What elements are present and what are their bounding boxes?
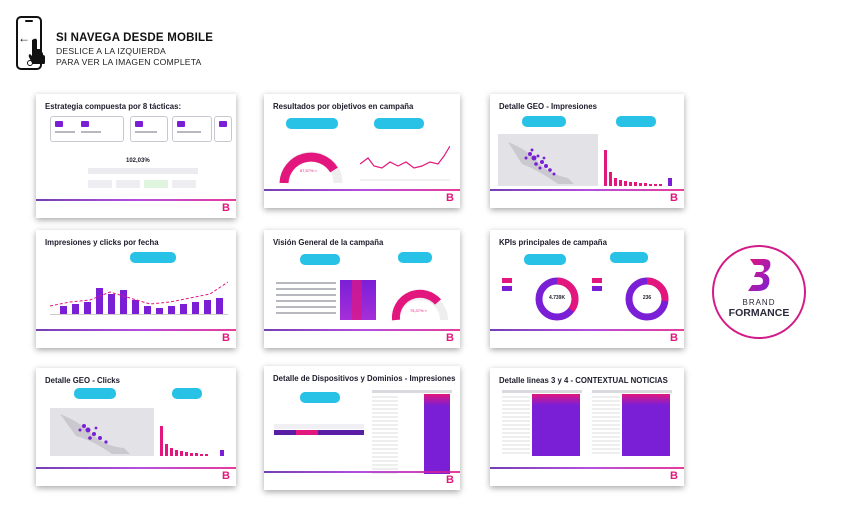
donut-chart-impressions — [535, 277, 579, 321]
tactic-group-4 — [214, 116, 232, 142]
brand-logo-icon: B — [222, 470, 230, 482]
label-pill — [300, 254, 340, 265]
slide-dispositivos-dominios[interactable]: Detalle de Dispositivos y Dominios - Imp… — [264, 366, 460, 490]
brand-logo-icon: B — [222, 202, 230, 214]
logo-ring — [712, 245, 806, 339]
mobile-swipe-hint: ← SI NAVEGA DESDE MOBILE DESLICE A LA IZ… — [10, 12, 270, 74]
gauge-chart — [279, 151, 343, 184]
line-chart — [360, 145, 450, 181]
kpi-value-1: 4.739K — [548, 295, 566, 301]
slide-contextual-noticias[interactable]: Detalle lineas 3 y 4 - CONTEXTUAL NOTICI… — [490, 368, 684, 486]
slide-title: Detalle GEO - Impresiones — [499, 102, 597, 111]
gauge-value: 87,57% ≈ — [300, 168, 317, 173]
stats-row — [88, 180, 198, 192]
gauge-chart — [391, 289, 448, 321]
brand-logo-icon: B — [670, 192, 678, 204]
header-title: SI NAVEGA DESDE MOBILE — [56, 32, 214, 44]
label-pill — [300, 392, 340, 403]
slide-estrategia[interactable]: Estrategia compuesta por 8 tácticas: 102… — [36, 94, 236, 218]
logo-brand-text: BRAND — [742, 298, 776, 307]
bar-chart — [158, 422, 230, 456]
table-right — [592, 390, 672, 456]
header-subtitle: DESLICE A LA IZQUIERDA PARA VER LA IMAGE… — [56, 46, 201, 68]
progress-percent: 102,03% — [126, 158, 150, 164]
slide-title: Estrategia compuesta por 8 tácticas: — [45, 102, 182, 111]
slide-title: Resultados por objetivos en campaña — [273, 102, 414, 111]
pointing-hand-icon — [28, 38, 45, 64]
header-line-2: PARA VER LA IMAGEN COMPLETA — [56, 57, 202, 67]
progress-track — [88, 168, 198, 174]
label-pill — [172, 388, 202, 399]
combo-chart — [50, 280, 228, 315]
tactic-group-2 — [130, 116, 168, 142]
label-pill — [374, 118, 424, 129]
logo-formance-text: FORMANCE — [728, 307, 790, 319]
kpi-legend-1 — [502, 278, 532, 296]
slide-title: Impresiones y clicks por fecha — [45, 238, 159, 247]
slide-title: Visión General de la campaña — [273, 238, 384, 247]
map-image — [50, 408, 154, 456]
slide-kpis[interactable]: KPIs principales de campaña 4.739K 236 B — [490, 230, 684, 348]
summary-table — [276, 280, 378, 322]
slide-geo-clicks[interactable]: Detalle GEO - Clicks B — [36, 368, 236, 486]
slide-geo-impresiones[interactable]: Detalle GEO - Impresiones B — [490, 94, 684, 208]
brand-logo-icon: B — [446, 474, 454, 486]
brand-logo-icon: B — [670, 332, 678, 344]
gauge-value: 75,37% ≈ — [410, 308, 427, 313]
brand-b-icon — [748, 259, 771, 291]
kpi-legend-2 — [592, 278, 622, 296]
donut-chart-clicks — [625, 277, 669, 321]
label-pill — [398, 252, 432, 263]
label-pill — [286, 118, 338, 129]
slide-resultados[interactable]: Resultados por objetivos en campaña 87,5… — [264, 94, 460, 208]
slide-title: Detalle de Dispositivos y Dominios - Imp… — [273, 374, 456, 383]
slide-vision-general[interactable]: Visión General de la campaña 75,37% ≈ B — [264, 230, 460, 348]
domains-table — [372, 390, 452, 474]
label-pill — [522, 116, 566, 127]
brand-logo-icon: B — [670, 470, 678, 482]
tactic-group-1 — [50, 116, 124, 142]
table-left — [502, 390, 582, 456]
tactic-group-3 — [172, 116, 212, 142]
slide-title: KPIs principales de campaña — [499, 238, 607, 247]
brandformance-logo: BRAND FORMANCE — [712, 245, 806, 339]
swipe-left-arrow-icon: ← — [18, 31, 30, 45]
label-pill — [74, 388, 116, 399]
devices-table — [274, 424, 364, 440]
slide-title: Detalle GEO - Clicks — [45, 376, 120, 385]
map-image — [498, 134, 598, 186]
label-pill — [130, 252, 176, 263]
header-line-1: DESLICE A LA IZQUIERDA — [56, 46, 166, 56]
brand-logo-icon: B — [446, 192, 454, 204]
slide-impresiones-clicks[interactable]: Impresiones y clicks por fecha B — [36, 230, 236, 348]
label-pill — [610, 252, 648, 263]
brand-logo-icon: B — [446, 332, 454, 344]
brand-logo-icon: B — [222, 332, 230, 344]
kpi-value-2: 236 — [642, 295, 652, 301]
bar-chart — [602, 146, 678, 186]
slide-title: Detalle lineas 3 y 4 - CONTEXTUAL NOTICI… — [499, 376, 668, 385]
label-pill — [616, 116, 656, 127]
label-pill — [524, 254, 566, 265]
